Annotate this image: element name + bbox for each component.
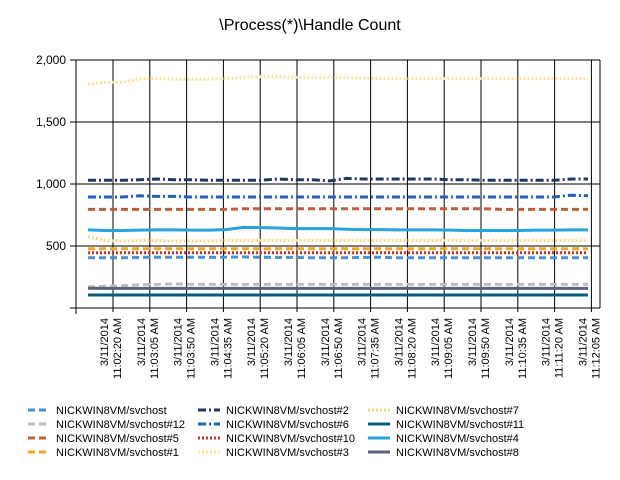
x-tick-label-date: 3/11/2014 — [577, 318, 589, 366]
legend-label: NICKWIN8VM/svchost#12 — [56, 419, 185, 431]
x-tick-label-date: 3/11/2014 — [467, 318, 479, 366]
series-line — [87, 75, 588, 86]
x-tick-label-group: 3/11/2014 11:06:50 AM — [320, 318, 345, 379]
legend-label: NICKWIN8VM/svchost#4 — [396, 433, 519, 445]
x-tick-label-group: 3/11/2014 11:03:05 AM — [136, 318, 161, 379]
x-tick-label-time: 11:05:20 AM — [259, 318, 271, 379]
series-line — [87, 225, 588, 232]
x-tick-label-group: 3/11/2014 11:12:05 AM — [577, 318, 602, 379]
x-tick-label-time: 11:03:50 AM — [186, 318, 198, 379]
x-tick-label-group: 3/11/2014 11:10:35 AM — [504, 318, 529, 379]
x-tick-label-time: 11:06:05 AM — [296, 318, 308, 379]
x-tick-label-time: 11:12:05 AM — [590, 318, 602, 379]
x-tick-labels: 3/11/2014 11:02:20 AM 3/11/2014 11:03:05 AM… — [99, 318, 602, 379]
y-tick-label: 500 — [46, 239, 66, 253]
x-tick-label-date: 3/11/2014 — [209, 318, 221, 366]
axes — [70, 59, 601, 314]
x-tick-label-group: 3/11/2014 11:08:20 AM — [393, 318, 418, 379]
x-tick-label-group: 3/11/2014 11:11:20 AM — [541, 318, 566, 378]
x-tick-label-group: 3/11/2014 11:03:50 AM — [173, 318, 198, 379]
legend-label: NICKWIN8VM/svchost#5 — [56, 433, 179, 445]
x-tick-label-time: 11:08:20 AM — [406, 318, 418, 379]
x-tick-label-time: 11:10:35 AM — [517, 318, 529, 379]
x-tick-label-time: 11:03:05 AM — [149, 318, 161, 379]
x-tick-label-time: 11:04:35 AM — [222, 318, 234, 379]
series-line — [88, 193, 589, 199]
legend-label: NICKWIN8VM/svchost#7 — [396, 405, 519, 417]
legend-label: NICKWIN8VM/svchost#1 — [56, 447, 179, 459]
x-tick-label-time: 11:02:20 AM — [112, 318, 124, 379]
legend-label: NICKWIN8VM/svchost#6 — [226, 419, 349, 431]
x-tick-label-date: 3/11/2014 — [136, 318, 148, 366]
x-tick-label-date: 3/11/2014 — [320, 318, 332, 366]
x-tick-label-date: 3/11/2014 — [430, 318, 442, 366]
legend-label: NICKWIN8VM/svchost#11 — [396, 419, 524, 431]
x-tick-label-group: 3/11/2014 11:06:05 AM — [283, 318, 308, 379]
x-tick-label-group: 3/11/2014 11:05:20 AM — [246, 318, 271, 379]
x-tick-label-date: 3/11/2014 — [357, 318, 369, 366]
x-tick-label-time: 11:09:50 AM — [480, 318, 492, 379]
y-tick-label: 1,500 — [36, 115, 66, 129]
y-tick-labels: 2,000 1,500 1,000 500 — [36, 53, 66, 253]
legend-label: NICKWIN8VM/svchost#3 — [226, 447, 349, 459]
x-tick-label-group: 3/11/2014 11:07:35 AM — [357, 318, 382, 379]
series-layer — [87, 75, 589, 297]
series-line — [88, 176, 588, 183]
x-tick-label-date: 3/11/2014 — [393, 318, 405, 366]
series-line — [88, 207, 588, 211]
legend-label: NICKWIN8VM/svchost#2 — [226, 405, 349, 417]
x-tick-label-date: 3/11/2014 — [504, 318, 516, 366]
y-tick-label: 2,000 — [36, 53, 66, 67]
x-tick-label-group: 3/11/2014 11:04:35 AM — [209, 318, 234, 379]
series-line — [88, 255, 588, 260]
x-tick-label-date: 3/11/2014 — [541, 318, 553, 366]
series-line — [87, 235, 588, 243]
x-tick-label-date: 3/11/2014 — [283, 318, 295, 366]
x-tick-label-time: 11:06:50 AM — [333, 318, 345, 379]
x-tick-label-group: 3/11/2014 11:09:05 AM — [430, 318, 455, 379]
x-tick-label-group: 3/11/2014 11:09:50 AM — [467, 318, 492, 379]
y-tick-label: 1,000 — [36, 177, 66, 191]
x-tick-label-time: 11:11:20 AM — [554, 318, 566, 378]
legend-label: NICKWIN8VM/svchost#8 — [396, 447, 519, 459]
legend: NICKWIN8VM/svchost NICKWIN8VM/svchost#12 N… — [28, 405, 524, 459]
legend-label: NICKWIN8VM/svchost#10 — [226, 433, 355, 445]
x-tick-label-group: 3/11/2014 11:02:20 AM — [99, 318, 124, 379]
chart-title: \Process(*)\Handle Count — [219, 17, 401, 34]
x-tick-label-date: 3/11/2014 — [246, 318, 258, 366]
x-tick-label-time: 11:09:05 AM — [443, 318, 455, 379]
x-tick-label-date: 3/11/2014 — [173, 318, 185, 366]
legend-label: NICKWIN8VM/svchost — [56, 405, 167, 417]
x-tick-label-date: 3/11/2014 — [99, 318, 111, 366]
grid — [70, 59, 600, 312]
x-tick-label-time: 11:07:35 AM — [370, 318, 382, 379]
series-line — [87, 282, 588, 289]
